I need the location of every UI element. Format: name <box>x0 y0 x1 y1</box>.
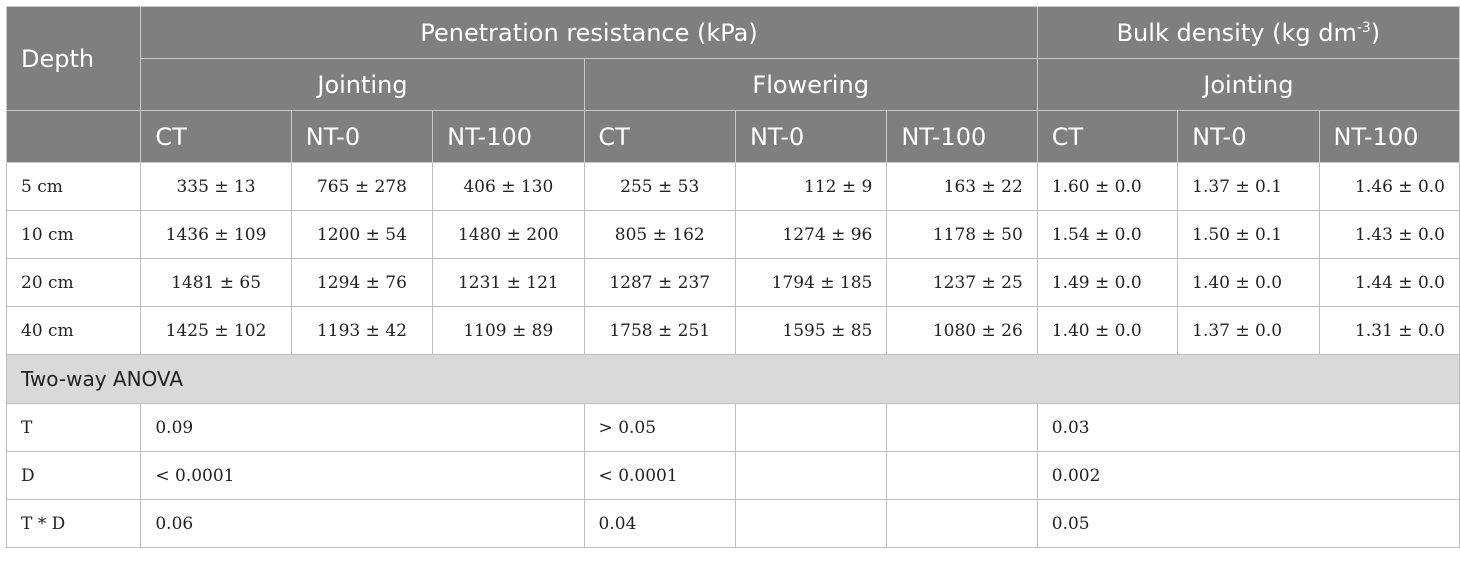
bulk-density-header: Bulk density (kg dm-3) <box>1036 6 1460 59</box>
value-cell: 1.60 ± 0.0 <box>1036 162 1179 211</box>
anova-penetration-jointing: < 0.0001 <box>140 451 585 500</box>
value-cell: 1.46 ± 0.0 <box>1318 162 1460 211</box>
table-header: Depth Penetration resistance (kPa) Bulk … <box>5 6 1460 163</box>
flowering-header: Flowering <box>583 58 1038 111</box>
anova-empty-cell <box>734 451 888 500</box>
treatment-header: CT <box>1036 110 1179 163</box>
value-cell: 1237 ± 25 <box>886 258 1038 307</box>
table-row: 5 cm 335 ± 13 765 ± 278 406 ± 130 255 ± … <box>5 162 1460 211</box>
value-cell: 1481 ± 65 <box>140 258 292 307</box>
anova-title: Two-way ANOVA <box>6 354 1460 404</box>
depth-cell: 10 cm <box>5 210 142 259</box>
value-cell: 255 ± 53 <box>583 162 736 211</box>
value-cell: 1080 ± 26 <box>886 306 1038 355</box>
value-cell: 1794 ± 185 <box>734 258 888 307</box>
anova-bulk: 0.05 <box>1036 499 1460 548</box>
anova-empty-cell <box>886 499 1038 548</box>
value-cell: 1.31 ± 0.0 <box>1318 306 1460 355</box>
value-cell: 1178 ± 50 <box>886 210 1038 259</box>
value-cell: 1.44 ± 0.0 <box>1318 258 1460 307</box>
table-body: 5 cm 335 ± 13 765 ± 278 406 ± 130 255 ± … <box>5 162 1460 548</box>
depth-header-spacer <box>5 110 142 163</box>
header-row-2: Jointing Flowering Jointing <box>7 58 1460 111</box>
value-cell: 1.40 ± 0.0 <box>1036 306 1179 355</box>
anova-penetration-flowering: > 0.05 <box>583 403 736 452</box>
value-cell: 406 ± 130 <box>432 162 585 211</box>
anova-bulk: 0.002 <box>1036 451 1460 500</box>
value-cell: 1287 ± 237 <box>583 258 736 307</box>
header-row-1: Depth Penetration resistance (kPa) Bulk … <box>5 6 1460 111</box>
value-cell: 1231 ± 121 <box>432 258 585 307</box>
anova-label: D <box>5 451 142 500</box>
treatment-header: NT-0 <box>290 110 434 163</box>
penetration-resistance-header: Penetration resistance (kPa) <box>140 6 1038 59</box>
value-cell: 1.49 ± 0.0 <box>1036 258 1179 307</box>
depth-header: Depth <box>5 6 142 111</box>
depth-cell: 40 cm <box>5 306 142 355</box>
value-cell: 1425 ± 102 <box>140 306 292 355</box>
value-cell: 1.37 ± 0.1 <box>1177 162 1320 211</box>
value-cell: 1109 ± 89 <box>432 306 585 355</box>
value-cell: 1294 ± 76 <box>290 258 434 307</box>
treatment-header: CT <box>583 110 736 163</box>
table-row: 10 cm 1436 ± 109 1200 ± 54 1480 ± 200 80… <box>5 210 1460 259</box>
value-cell: 1.54 ± 0.0 <box>1036 210 1179 259</box>
value-cell: 1.43 ± 0.0 <box>1318 210 1460 259</box>
value-cell: 1.50 ± 0.1 <box>1177 210 1320 259</box>
value-cell: 1436 ± 109 <box>140 210 292 259</box>
value-cell: 1.37 ± 0.0 <box>1177 306 1320 355</box>
anova-row: T 0.09 > 0.05 0.03 <box>5 403 1460 452</box>
value-cell: 1.40 ± 0.0 <box>1177 258 1320 307</box>
header-row-3: CT NT-0 NT-100 CT NT-0 NT-100 CT NT-0 NT… <box>5 110 1460 163</box>
bulk-density-title: Bulk density (kg dm <box>1116 18 1357 47</box>
value-cell: 1595 ± 85 <box>734 306 888 355</box>
treatment-header: NT-0 <box>734 110 888 163</box>
value-cell: 112 ± 9 <box>734 162 888 211</box>
anova-penetration-jointing: 0.09 <box>140 403 585 452</box>
anova-bulk: 0.03 <box>1036 403 1460 452</box>
depth-cell: 5 cm <box>5 162 142 211</box>
value-cell: 1193 ± 42 <box>290 306 434 355</box>
anova-empty-cell <box>886 451 1038 500</box>
value-cell: 163 ± 22 <box>886 162 1038 211</box>
treatment-header: NT-100 <box>886 110 1038 163</box>
table-row: 40 cm 1425 ± 102 1193 ± 42 1109 ± 89 175… <box>5 306 1460 355</box>
value-cell: 1480 ± 200 <box>432 210 585 259</box>
treatment-header: NT-0 <box>1177 110 1320 163</box>
soil-properties-table: Depth Penetration resistance (kPa) Bulk … <box>5 6 1460 548</box>
anova-penetration-flowering: 0.04 <box>583 499 736 548</box>
value-cell: 805 ± 162 <box>583 210 736 259</box>
bulk-density-title-end: ) <box>1370 18 1381 47</box>
table-row: 20 cm 1481 ± 65 1294 ± 76 1231 ± 121 128… <box>5 258 1460 307</box>
anova-row: T * D 0.06 0.04 0.05 <box>5 499 1460 548</box>
value-cell: 1758 ± 251 <box>583 306 736 355</box>
anova-empty-cell <box>886 403 1038 452</box>
treatment-header: NT-100 <box>432 110 585 163</box>
bulk-density-exponent: -3 <box>1356 19 1371 36</box>
value-cell: 335 ± 13 <box>140 162 292 211</box>
treatment-header: NT-100 <box>1318 110 1460 163</box>
anova-empty-cell <box>734 499 888 548</box>
jointing-header: Jointing <box>140 58 585 111</box>
bulk-jointing-header: Jointing <box>1036 58 1460 111</box>
value-cell: 1274 ± 96 <box>734 210 888 259</box>
value-cell: 1200 ± 54 <box>290 210 434 259</box>
anova-penetration-jointing: 0.06 <box>140 499 585 548</box>
anova-penetration-flowering: < 0.0001 <box>583 451 736 500</box>
anova-row: D < 0.0001 < 0.0001 0.002 <box>5 451 1460 500</box>
anova-section-row: Two-way ANOVA <box>6 354 1460 404</box>
anova-label: T <box>5 403 142 452</box>
treatment-header: CT <box>140 110 292 163</box>
depth-cell: 20 cm <box>5 258 142 307</box>
anova-empty-cell <box>734 403 888 452</box>
anova-label: T * D <box>5 499 142 548</box>
value-cell: 765 ± 278 <box>290 162 434 211</box>
